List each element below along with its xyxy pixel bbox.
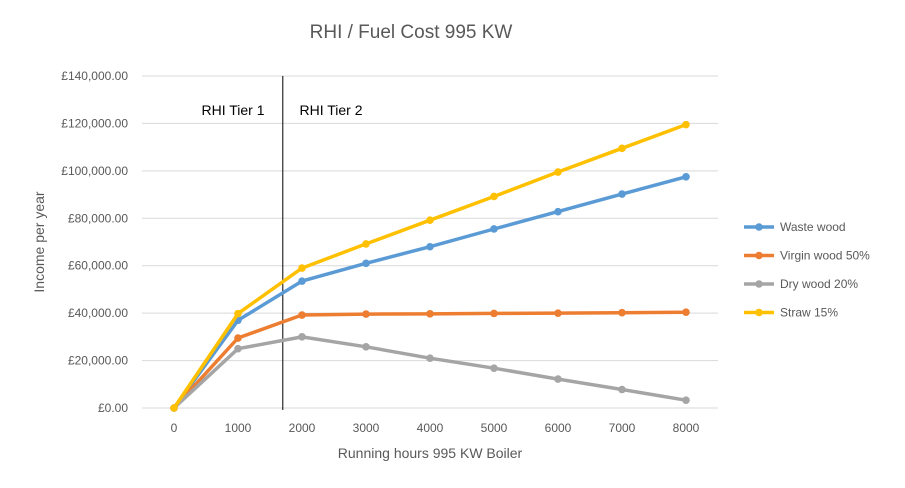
legend-item: Virgin wood 50% — [744, 249, 870, 263]
x-tick-label: 0 — [171, 421, 178, 435]
data-point — [490, 309, 498, 318]
legend-item: Dry wood 20% — [744, 277, 858, 291]
y-tick-label: £20,000.00 — [68, 354, 128, 368]
data-point — [618, 385, 626, 394]
data-point — [554, 309, 562, 317]
data-point — [618, 144, 626, 153]
data-point — [554, 207, 562, 216]
data-point — [298, 333, 306, 341]
legend-swatch-marker — [755, 251, 763, 260]
data-point — [490, 225, 498, 233]
x-axis-tick-labels: 0 1000 2000 3000 4000 5000 6000 7000 8000 — [171, 421, 700, 435]
x-tick-label: 3000 — [353, 421, 380, 435]
x-tick-label: 6000 — [545, 421, 572, 435]
y-tick-label: £100,000.00 — [61, 164, 128, 178]
x-axis-title: Running hours 995 KW Boiler — [338, 445, 523, 461]
data-point — [298, 277, 306, 285]
y-tick-label: £140,000.00 — [61, 69, 128, 83]
y-axis-tick-labels: £0.00 £20,000.00 £40,000.00 £60,000.00 £80,0… — [61, 69, 128, 415]
data-point — [682, 396, 690, 404]
legend: Waste wood Virgin wood 50% Dry wood 20% Str… — [744, 220, 870, 320]
data-point — [298, 264, 306, 272]
data-point — [554, 375, 562, 383]
x-tick-label: 5000 — [481, 421, 508, 435]
y-axis-title: Income per year — [31, 191, 47, 292]
x-tick-label: 8000 — [673, 421, 700, 435]
data-point — [362, 310, 370, 318]
series-lines — [170, 120, 690, 412]
data-point — [298, 311, 306, 319]
series-line — [172, 335, 688, 410]
data-point — [170, 404, 178, 412]
x-tick-label: 4000 — [417, 421, 444, 435]
legend-label: Waste wood — [780, 220, 846, 234]
y-tick-label: £0.00 — [98, 401, 128, 415]
series-line — [172, 175, 688, 410]
data-point — [490, 192, 498, 201]
legend-swatch-marker — [755, 308, 763, 317]
data-point — [362, 343, 370, 351]
data-point — [234, 334, 242, 342]
y-tick-label: £120,000.00 — [61, 116, 128, 130]
legend-item: Straw 15% — [744, 306, 838, 320]
data-point — [554, 168, 562, 176]
data-point — [426, 242, 434, 251]
y-tick-label: £40,000.00 — [68, 306, 128, 320]
annotation-rhi-tier-2: RHI Tier 2 — [299, 102, 362, 118]
data-point — [618, 190, 626, 198]
legend-label: Straw 15% — [780, 306, 838, 320]
data-point — [682, 308, 690, 316]
x-tick-label: 2000 — [289, 421, 316, 435]
data-point — [426, 310, 434, 318]
legend-swatch-marker — [755, 223, 763, 231]
series-waste-wood — [170, 172, 690, 412]
y-tick-label: £80,000.00 — [68, 211, 128, 225]
x-tick-label: 7000 — [609, 421, 636, 435]
data-point — [682, 120, 690, 129]
data-point — [234, 344, 242, 353]
data-point — [490, 364, 498, 372]
data-point — [426, 354, 434, 363]
legend-label: Virgin wood 50% — [780, 249, 870, 263]
legend-item: Waste wood — [744, 220, 846, 234]
data-point — [362, 259, 370, 268]
series-straw-15 — [170, 120, 690, 412]
data-point — [234, 309, 242, 318]
y-tick-label: £60,000.00 — [68, 259, 128, 273]
series-dry-wood-20 — [170, 333, 690, 412]
legend-label: Dry wood 20% — [780, 277, 858, 291]
data-point — [426, 216, 434, 224]
data-point — [362, 240, 370, 248]
annotation-rhi-tier-1: RHI Tier 1 — [201, 102, 264, 118]
x-tick-label: 1000 — [225, 421, 252, 435]
legend-swatch-marker — [755, 280, 763, 288]
chart-title: RHI / Fuel Cost 995 KW — [310, 22, 513, 43]
series-line — [172, 122, 688, 410]
data-point — [618, 308, 626, 317]
data-point — [682, 172, 690, 181]
